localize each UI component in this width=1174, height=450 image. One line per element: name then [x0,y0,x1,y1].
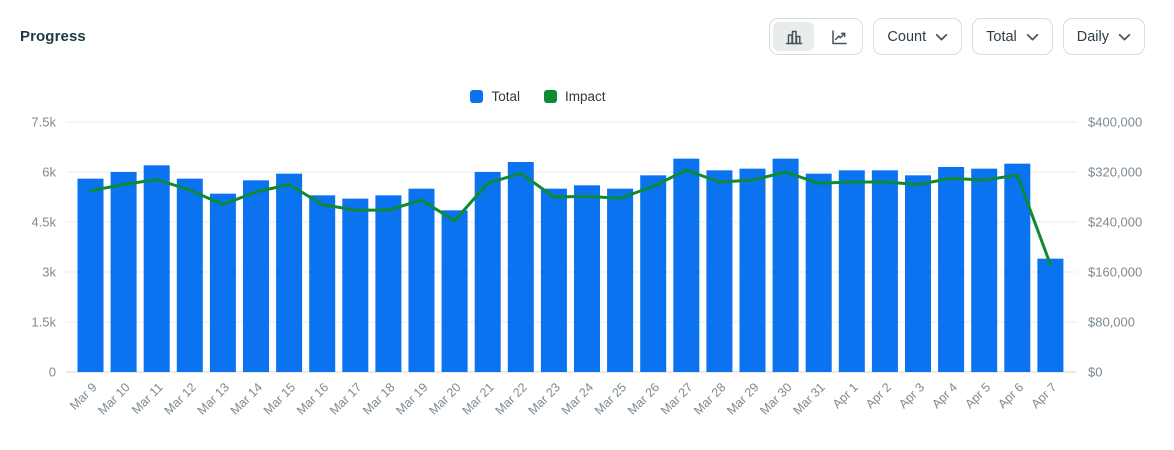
total-bar [640,175,667,372]
total-bar [871,170,898,372]
total-bar [607,188,634,372]
legend-item-impact[interactable]: Impact [544,89,606,104]
left-axis-tick: 1.5k [31,315,56,330]
total-bar [673,158,700,372]
total-bar [971,168,998,372]
x-axis-label: Mar 21 [459,380,496,417]
count-dropdown-label: Count [887,28,927,45]
right-axis-tick: $320,000 [1088,165,1142,180]
total-bar [905,175,931,372]
chart-canvas: 0 $0 1.5k $80,000 3k $160,000 4.5k $240,000 6k $3… [31,115,1142,418]
total-bar [309,195,336,372]
daily-dropdown[interactable]: Daily [1062,18,1145,55]
total-bar [276,173,303,372]
x-axis-label: Mar 12 [162,380,199,417]
chevron-down-icon [1118,32,1131,42]
x-axis-label: Mar 18 [360,380,397,417]
x-axis-label: Apr 7 [1028,380,1059,411]
total-swatch [470,90,484,103]
chart-legend: Total Impact [0,89,1076,104]
x-axis-label: Apr 1 [830,380,861,411]
total-bar [143,165,170,372]
x-axis-label: Mar 23 [526,380,563,417]
total-bar [507,162,534,372]
total-bar [838,170,865,372]
x-axis-label: Apr 2 [863,380,894,411]
x-axis-label: Mar 24 [559,380,596,417]
x-axis-label: Mar 30 [757,380,794,417]
x-axis-label: Mar 28 [691,380,728,417]
total-bar [110,172,137,372]
x-axis-label: Mar 15 [261,380,298,417]
left-axis-tick: 3k [42,265,56,280]
x-axis-label: Mar 14 [228,380,265,417]
chevron-down-icon [1026,32,1039,42]
total-dropdown[interactable]: Total [972,18,1053,55]
left-axis-tick: 7.5k [31,115,56,130]
total-bar [574,185,600,372]
total-bar [739,168,766,372]
legend-item-total[interactable]: Total [470,89,520,104]
bar-view-button[interactable] [773,22,815,51]
total-bar [474,172,501,372]
x-axis-label: Mar 29 [724,380,761,417]
left-axis-tick: 4.5k [31,215,56,230]
x-axis-label: Mar 31 [790,380,827,417]
right-axis-tick: $240,000 [1088,215,1142,230]
x-axis-label: Mar 27 [658,380,695,417]
x-axis-label: Mar 11 [129,380,166,417]
left-axis-tick: 0 [49,365,56,380]
x-axis-label: Mar 22 [493,380,530,417]
chevron-down-icon [935,32,948,42]
page-title: Progress [20,28,86,45]
chart-controls: Count Total Daily [769,18,1145,55]
right-axis-tick: $160,000 [1088,265,1142,280]
x-axis-label: Apr 3 [896,380,927,411]
total-bar [772,158,799,372]
total-bar [375,195,402,372]
total-bar [441,210,468,372]
right-axis-tick: $80,000 [1088,315,1135,330]
x-axis-label: Mar 26 [625,380,662,417]
impact-line [89,168,1052,266]
impact-swatch [544,90,557,103]
daily-dropdown-label: Daily [1076,28,1109,45]
total-bar [209,193,236,372]
x-axis-label: Mar 13 [195,380,232,417]
x-axis-label: Mar 17 [327,380,364,417]
legend-label-impact: Impact [565,89,606,104]
total-bar [706,170,733,372]
total-bar [938,167,965,372]
chart-header: Progress [0,0,1174,66]
total-bar [408,188,435,372]
chart-type-toggle [769,18,864,55]
x-axis-label: Apr 5 [962,380,993,411]
total-bar [1037,258,1064,372]
total-bar [540,188,567,372]
x-axis-label: Mar 19 [393,380,430,417]
right-axis-tick: $400,000 [1088,115,1142,130]
bar-chart-icon [784,27,804,47]
x-axis-label: Apr 4 [929,380,960,411]
chart-area: 0 $0 1.5k $80,000 3k $160,000 4.5k $240,000 6k $3… [0,110,1174,450]
total-bar [805,173,832,372]
count-dropdown[interactable]: Count [873,18,963,55]
x-axis-label: Mar 16 [294,380,331,417]
x-axis-label: Mar 10 [95,380,132,417]
total-dropdown-label: Total [986,28,1017,45]
left-axis-tick: 6k [42,165,56,180]
legend-label-total: Total [491,89,520,104]
line-chart-icon [829,27,849,47]
right-axis-tick: $0 [1088,365,1102,380]
total-bar [1004,163,1031,372]
x-axis-label: Mar 25 [592,380,629,417]
total-bar [342,198,369,372]
line-view-button[interactable] [818,22,859,51]
x-axis-label: Apr 6 [995,380,1026,411]
total-bar [77,178,104,372]
total-bar [176,178,203,372]
x-axis-label: Mar 20 [426,380,463,417]
total-bar [243,180,269,372]
